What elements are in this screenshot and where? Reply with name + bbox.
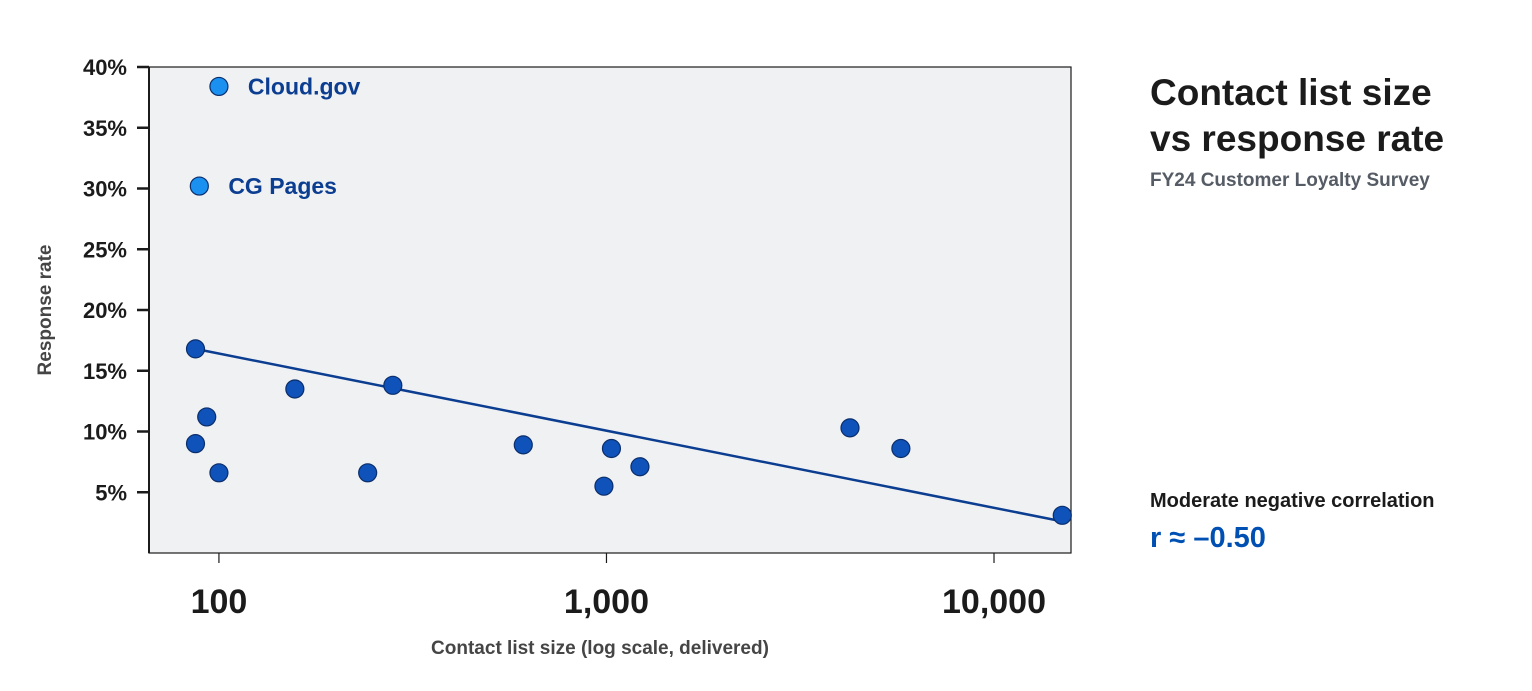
data-point	[358, 463, 378, 483]
y-tick-label: 15%	[83, 359, 127, 384]
data-point-label: CG Pages	[228, 173, 337, 199]
y-tick-label: 35%	[83, 116, 127, 141]
y-axis: 5% 10% 15% 20% 25% 30% 35% 40%	[83, 55, 149, 505]
data-point-label: Cloud.gov	[248, 73, 361, 99]
y-tick-label: 5%	[95, 480, 127, 505]
y-tick-label: 40%	[83, 55, 127, 80]
data-points: Cloud.gov CG Pages	[185, 73, 1072, 525]
data-point	[840, 418, 860, 438]
chart-title-line-2: vs response rate	[1150, 118, 1445, 159]
data-point	[209, 463, 229, 483]
data-point	[601, 438, 622, 459]
chart-title: Contact list size vs response rate	[1150, 70, 1520, 162]
chart-title-line-1: Contact list size	[1150, 72, 1432, 113]
scatter-chart: 5% 10% 15% 20% 25% 30% 35% 40% 100 1,000 10,000 C…	[35, 55, 1072, 659]
correlation-label: Moderate negative correlation	[1150, 490, 1435, 512]
highlighted-data-point	[209, 76, 229, 97]
y-tick-label: 20%	[83, 298, 127, 323]
data-point	[383, 375, 403, 395]
x-tick-label: 1,000	[564, 583, 649, 621]
data-point	[630, 457, 650, 477]
y-tick-label: 10%	[83, 420, 127, 445]
correlation-value: r ≈ –0.50	[1150, 522, 1266, 554]
data-point	[185, 339, 206, 359]
y-tick-label: 30%	[83, 177, 127, 202]
data-point	[594, 476, 614, 496]
data-point	[891, 438, 911, 459]
data-point	[285, 379, 305, 399]
plot-area	[148, 66, 1072, 554]
x-tick-label: 10,000	[942, 583, 1046, 621]
y-tick-label: 25%	[83, 237, 127, 262]
data-point	[185, 434, 206, 454]
data-point	[197, 407, 217, 427]
data-point	[513, 435, 533, 455]
trend-line	[195, 347, 1063, 523]
x-axis-title: Contact list size (log scale, delivered)	[431, 638, 769, 659]
chart-subtitle: FY24 Customer Loyalty Survey	[1150, 170, 1430, 191]
y-axis-title: Response rate	[35, 245, 56, 376]
highlighted-data-point	[189, 176, 209, 196]
x-tick-label: 100	[191, 583, 248, 621]
data-point	[1052, 505, 1072, 525]
x-axis: 100 1,000 10,000	[191, 553, 1046, 621]
